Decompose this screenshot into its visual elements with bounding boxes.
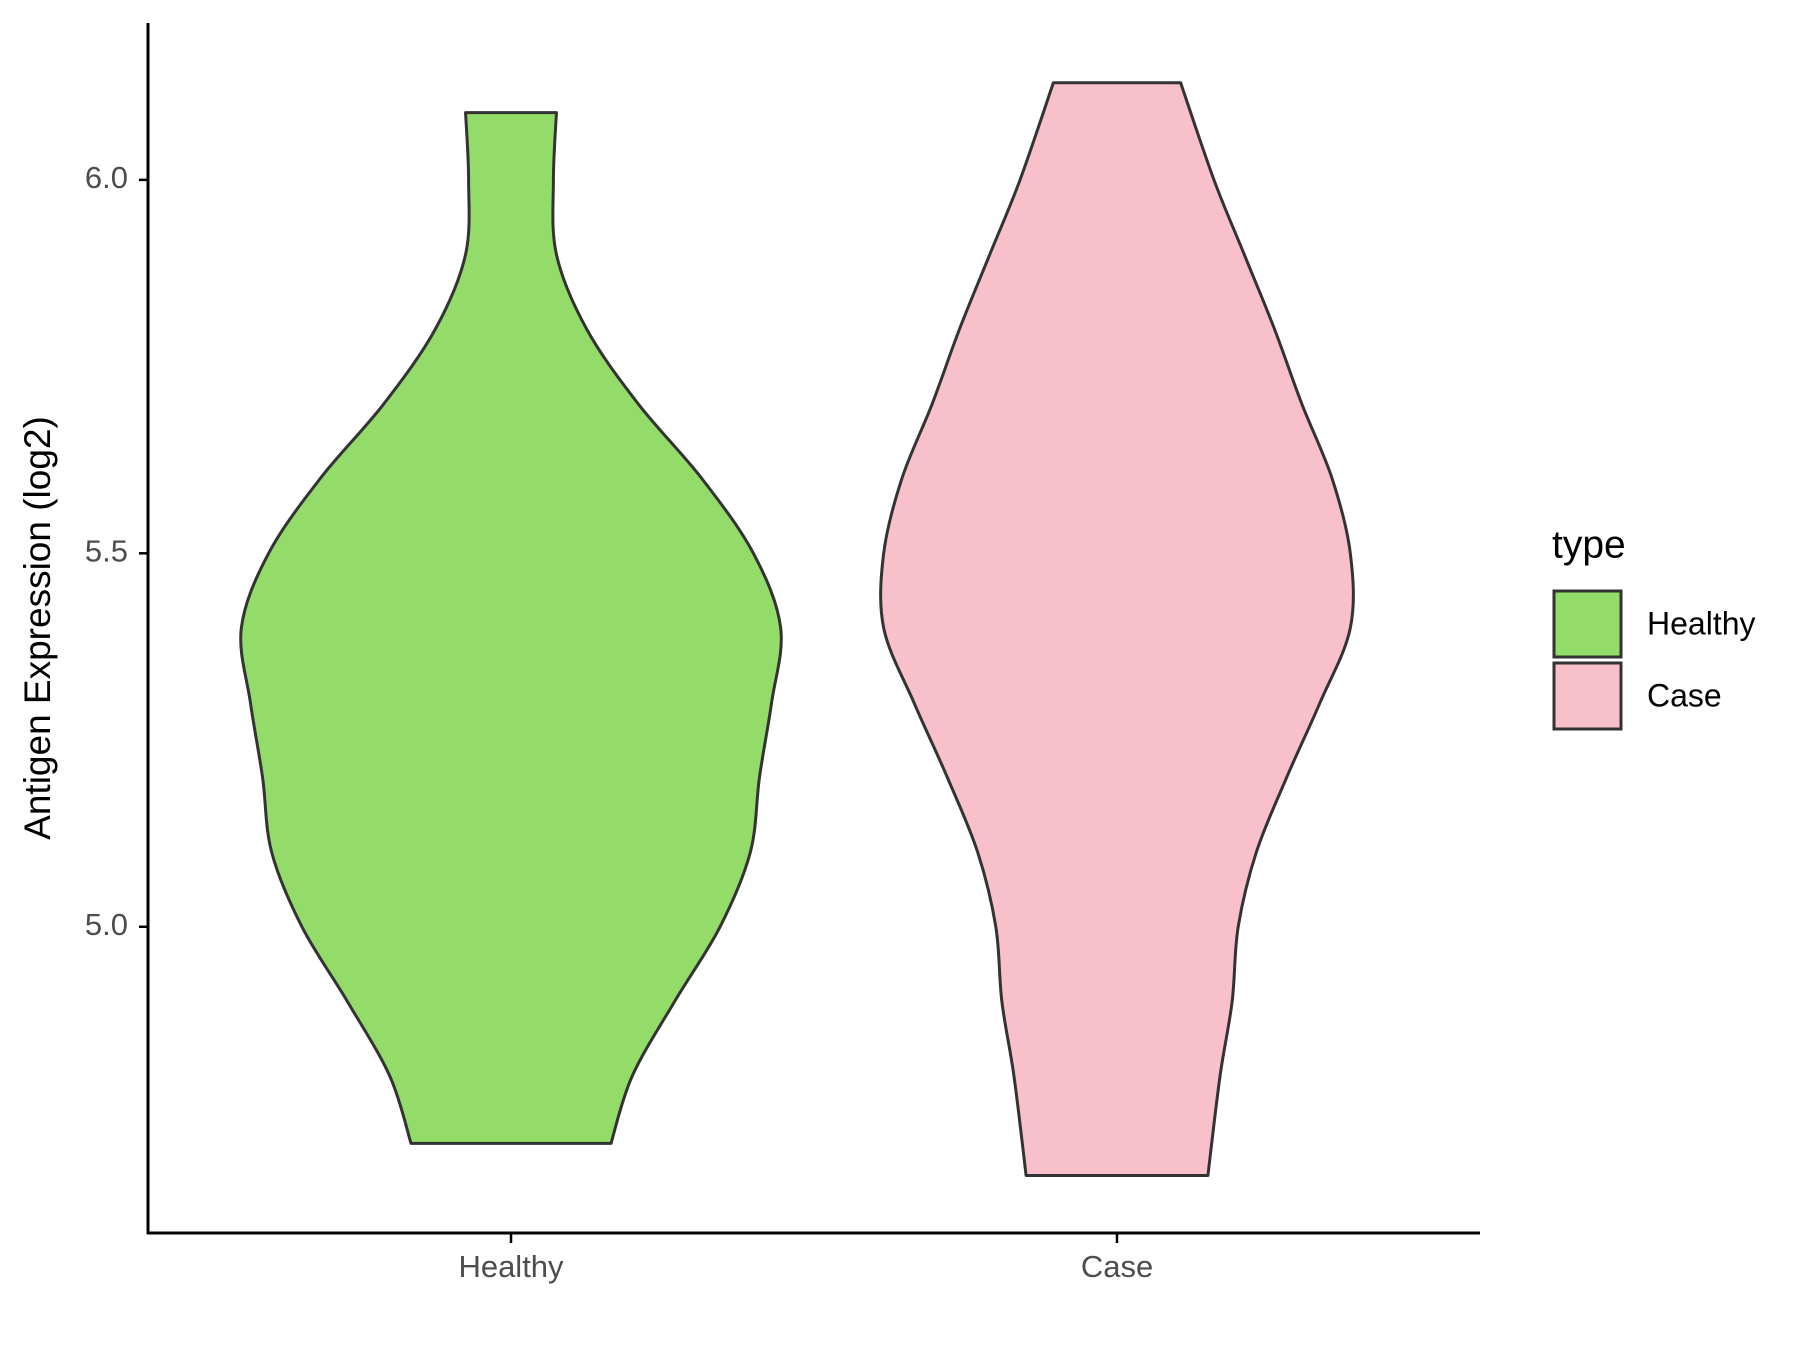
legend-title: type bbox=[1552, 523, 1626, 566]
violin bbox=[239, 111, 783, 1145]
x-tick-label: Healthy bbox=[458, 1249, 564, 1284]
legend-key bbox=[1552, 589, 1623, 659]
legend-label: Case bbox=[1647, 677, 1722, 713]
y-axis-title: Antigen Expression (log2) bbox=[17, 416, 58, 840]
y-tick-label: 5.0 bbox=[85, 907, 128, 942]
y-tick-label: 6.0 bbox=[85, 160, 128, 195]
legend-key bbox=[1552, 661, 1623, 731]
y-tick-label: 5.5 bbox=[85, 533, 128, 568]
x-tick-label: Case bbox=[1081, 1249, 1153, 1284]
violin bbox=[879, 81, 1355, 1177]
legend-label: Healthy bbox=[1647, 605, 1756, 641]
